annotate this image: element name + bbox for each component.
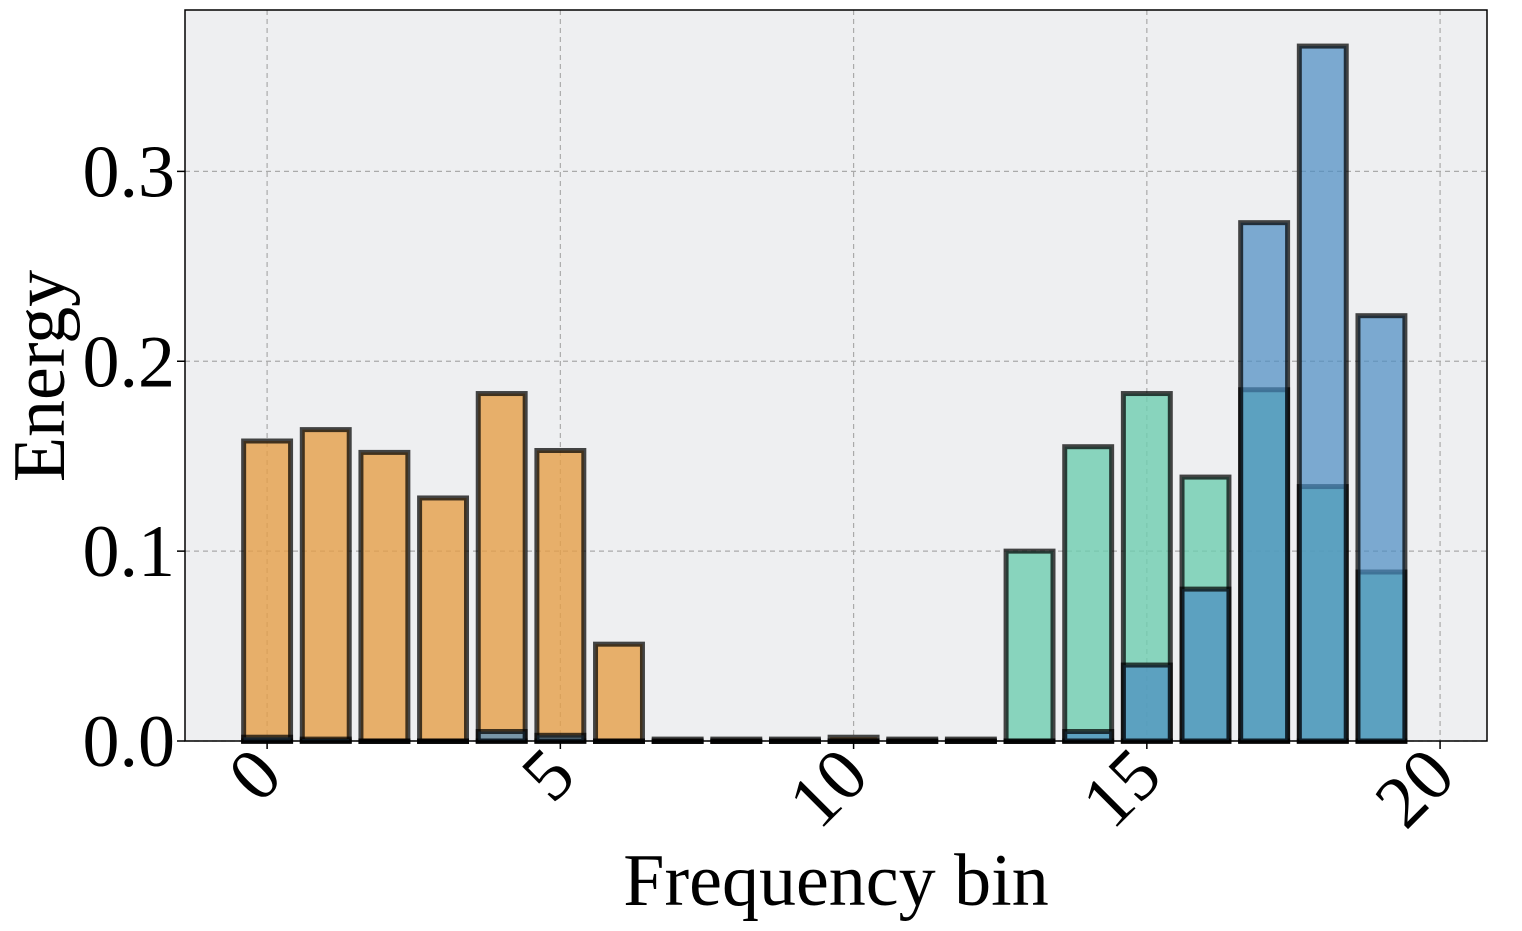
- series-blue-bar-19: [1355, 313, 1408, 744]
- series-orange-bar-2: [358, 449, 411, 744]
- series-teal-bar-13: [1003, 548, 1056, 744]
- series-blue-bar-18: [1296, 43, 1349, 744]
- x-tick-label-20: 20: [1360, 733, 1470, 843]
- x-axis-title: Frequency bin: [623, 840, 1048, 922]
- series-orange-bar-5: [534, 447, 587, 744]
- series-orange-bar-6: [593, 641, 645, 744]
- series-blue-bar-15: [1120, 662, 1173, 744]
- y-axis-title: Energy: [0, 270, 81, 482]
- series-orange-bar-3: [417, 495, 470, 744]
- series-orange-bar-0: [241, 438, 294, 744]
- x-tick-label-0: 0: [213, 733, 297, 817]
- series-blue-bar-4: [475, 729, 528, 744]
- y-tick-label-0.0: 0.0: [83, 701, 176, 783]
- series-teal-bar-14: [1062, 444, 1115, 744]
- y-tick-label-0.2: 0.2: [83, 321, 176, 403]
- bars: [241, 43, 1408, 744]
- x-tick-label-10: 10: [773, 733, 883, 843]
- series-blue-bar-17: [1238, 220, 1291, 744]
- x-tick-label-15: 15: [1067, 733, 1177, 843]
- series-orange-bar-1: [299, 427, 352, 744]
- x-tick-label-5: 5: [506, 733, 590, 817]
- series-blue-bar-16: [1179, 586, 1232, 744]
- series-blue-bar-5: [534, 732, 587, 744]
- series-orange-bar-4: [475, 391, 528, 744]
- y-tick-label-0.1: 0.1: [83, 511, 176, 593]
- plot-frame: [184, 9, 1488, 742]
- series-blue-bar-14: [1062, 729, 1115, 744]
- y-tick-label-0.3: 0.3: [83, 131, 176, 213]
